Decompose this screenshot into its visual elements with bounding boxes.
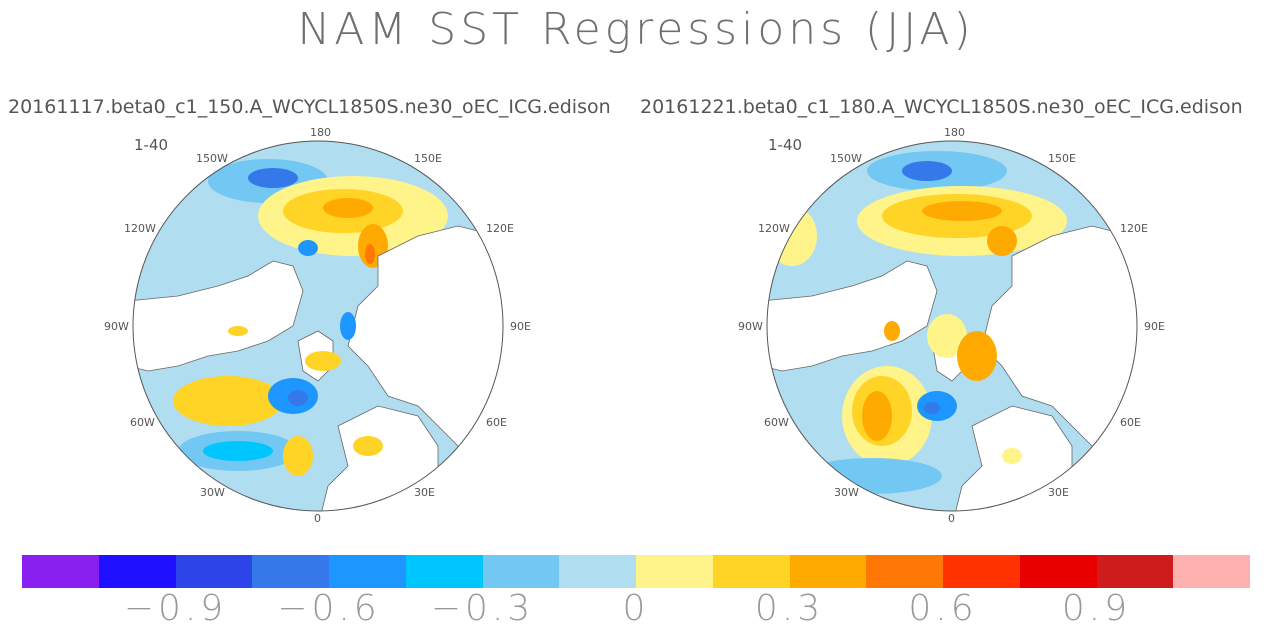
figure-title: NAM SST Regressions (JJA) xyxy=(297,4,975,55)
polar-map-panel-1: 1-40 180 0 90W 90E 150W 120W 150E 120E 6… xyxy=(104,126,531,526)
lon-60w-label: 60W xyxy=(130,416,155,429)
colorbar-swatch xyxy=(252,555,329,588)
lon-60e-label: 60E xyxy=(486,416,507,429)
colorbar-swatch xyxy=(1096,555,1174,588)
lon-30w-label: 30W xyxy=(834,486,859,499)
colorbar-tick-label: 0 xyxy=(622,588,650,629)
polar-map-panel-2: 1-40 180 0 90W 90E 150W 120W 150E 120E 6… xyxy=(738,126,1165,526)
colorbar-swatch xyxy=(559,555,636,588)
panel1-label: 1-40 xyxy=(134,136,169,154)
lon-30e-label: 30E xyxy=(1048,486,1069,499)
colorbar-swatch xyxy=(789,555,867,588)
colorbar xyxy=(22,555,1250,588)
lon-150w-label: 150W xyxy=(830,152,862,165)
lon-90e-label: 90E xyxy=(510,320,531,333)
lon-150e-label: 150E xyxy=(414,152,442,165)
lon-60e-label: 60E xyxy=(1120,416,1141,429)
colorbar-swatch xyxy=(175,555,253,588)
lon-90e-label: 90E xyxy=(1144,320,1165,333)
colorbar-swatch xyxy=(329,555,406,588)
lon-120w-label: 120W xyxy=(124,222,156,235)
lon-60w-label: 60W xyxy=(764,416,789,429)
lon-0-label: 0 xyxy=(314,512,321,525)
polar-map-1 xyxy=(132,140,504,512)
panel1-title: 20161117.beta0_c1_150.A_WCYCL1850S.ne30_… xyxy=(8,96,611,118)
lon-150w-label: 150W xyxy=(196,152,228,165)
lon-30e-label: 30E xyxy=(414,486,435,499)
colorbar-swatch xyxy=(482,555,560,588)
colorbar-swatch xyxy=(1173,555,1250,588)
lon-180-label: 180 xyxy=(310,126,331,139)
colorbar-swatch xyxy=(636,555,713,588)
lon-120e-label: 120E xyxy=(1120,222,1148,235)
colorbar-tick-label: 0.6 xyxy=(908,588,978,629)
panel2-label: 1-40 xyxy=(768,136,803,154)
colorbar-swatch xyxy=(405,555,483,588)
colorbar-swatch xyxy=(866,555,943,588)
colorbar-tick-label: −0.6 xyxy=(277,588,381,629)
colorbar-swatch xyxy=(712,555,790,588)
lon-90w-label: 90W xyxy=(738,320,763,333)
lon-120w-label: 120W xyxy=(758,222,790,235)
colorbar-swatch xyxy=(943,555,1020,588)
colorbar-swatch xyxy=(98,555,176,588)
lon-120e-label: 120E xyxy=(486,222,514,235)
colorbar-tick-label: −0.3 xyxy=(430,588,535,629)
lon-150e-label: 150E xyxy=(1048,152,1076,165)
lon-180-label: 180 xyxy=(944,126,965,139)
lon-0-label: 0 xyxy=(948,512,955,525)
lon-30w-label: 30W xyxy=(200,486,225,499)
polar-map-2 xyxy=(766,140,1138,512)
lon-90w-label: 90W xyxy=(104,320,129,333)
colorbar-tick-label: 0.3 xyxy=(754,588,825,629)
colorbar-tick-label: −0.9 xyxy=(123,588,228,629)
colorbar-swatch xyxy=(1019,555,1097,588)
colorbar-tick-label: 0.9 xyxy=(1061,588,1132,629)
colorbar-swatch xyxy=(22,555,99,588)
panel2-title: 20161221.beta0_c1_180.A_WCYCL1850S.ne30_… xyxy=(640,96,1243,118)
